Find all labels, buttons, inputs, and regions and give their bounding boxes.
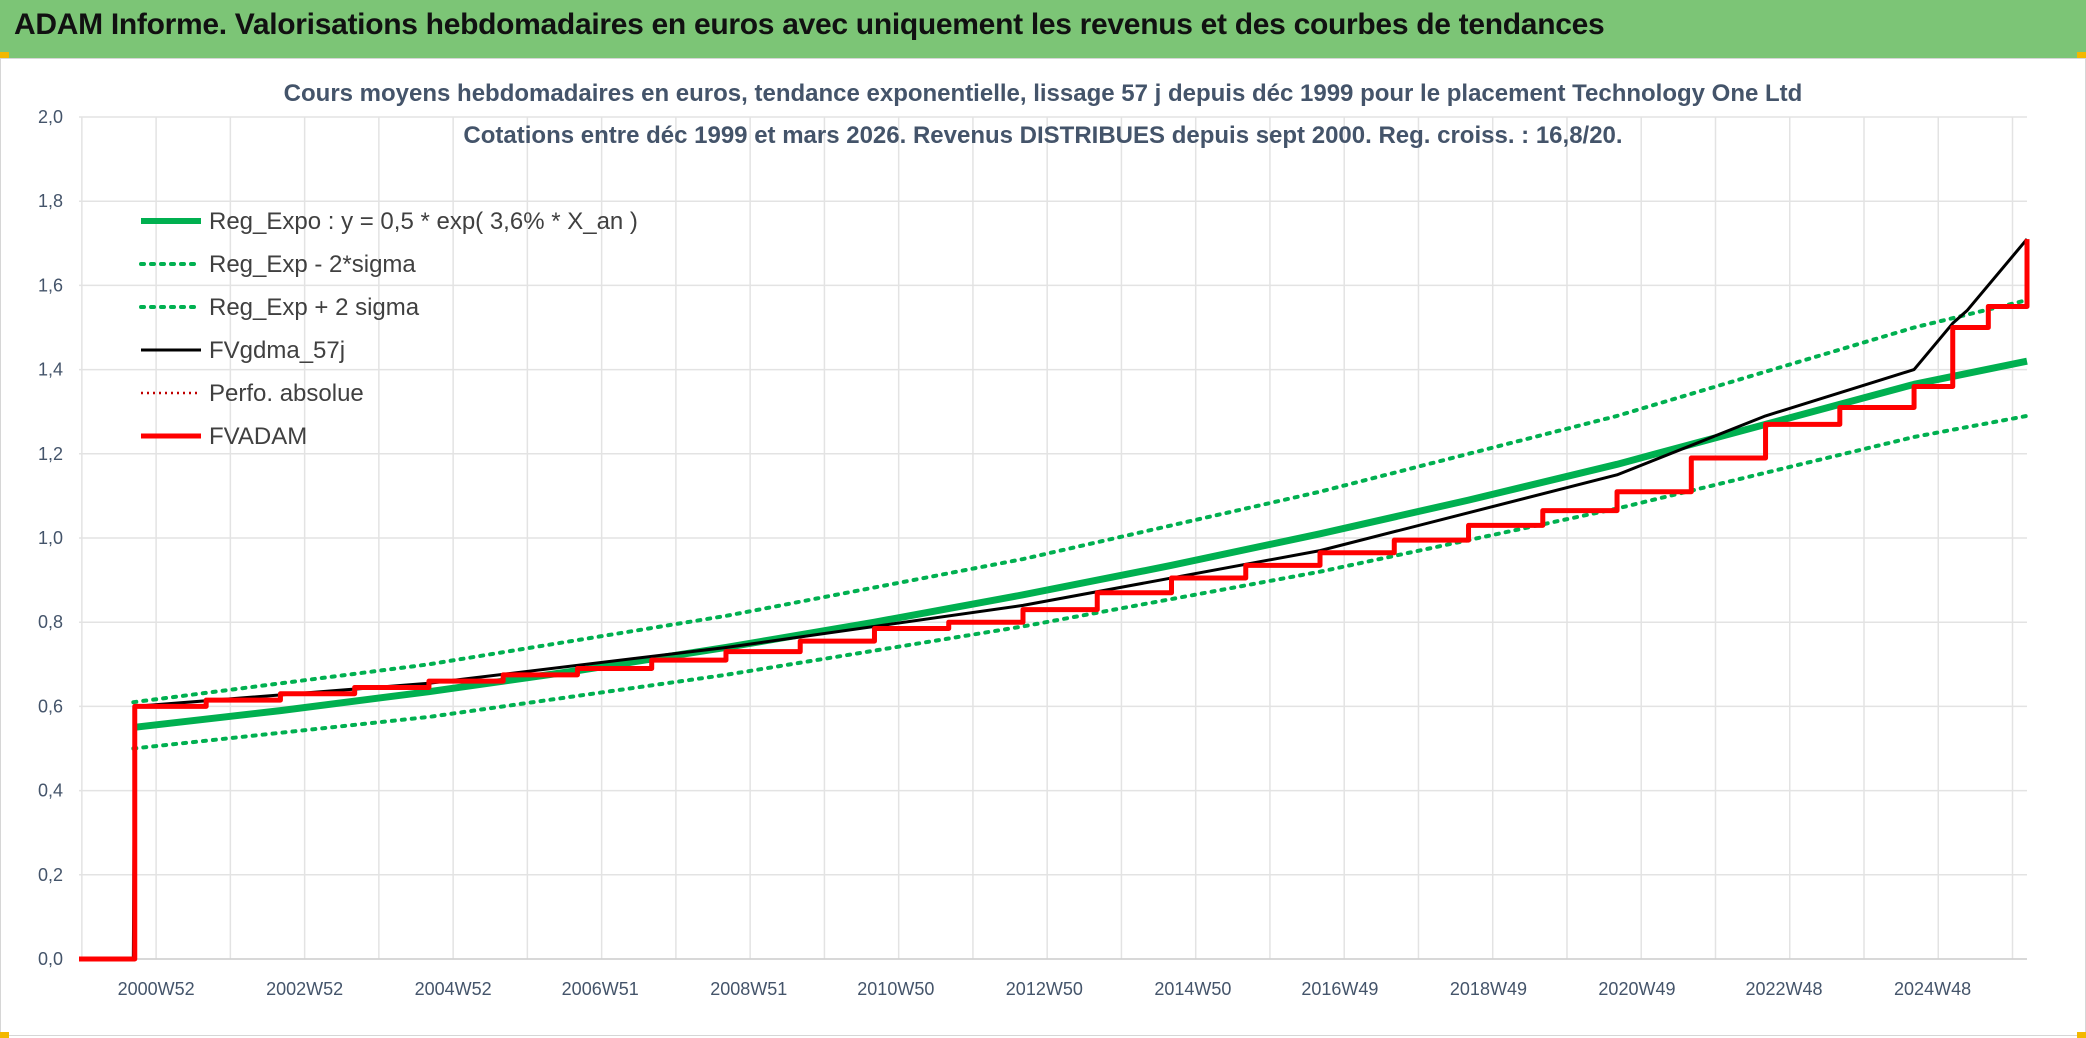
corner-accent-bottom-left <box>0 1032 9 1038</box>
y-tick-label: 1,2 <box>38 444 63 464</box>
series-line-2 <box>131 413 2029 751</box>
x-tick-label: 2006W51 <box>562 979 639 999</box>
x-tick-label: 2024W48 <box>1894 979 1971 999</box>
legend-label: Reg_Expo : y = 0,5 * exp( 3,6% * X_an ) <box>209 208 638 235</box>
x-tick-label: 2010W50 <box>857 979 934 999</box>
legend-label: FVADAM <box>209 423 307 450</box>
corner-accent-top-left <box>0 52 9 58</box>
series-line-3 <box>131 298 2029 705</box>
x-tick-label: 2004W52 <box>415 979 492 999</box>
x-tick-label: 2014W50 <box>1154 979 1231 999</box>
chart-title-line-1: Cours moyens hebdomadaires en euros, ten… <box>284 80 1803 107</box>
series-line-4 <box>79 238 2029 961</box>
y-tick-label: 1,0 <box>38 528 63 548</box>
x-tick-label: 2018W49 <box>1450 979 1527 999</box>
corner-accent-top-right <box>2077 52 2086 58</box>
chart-title-line-2: Cotations entre déc 1999 et mars 2026. R… <box>463 122 1622 149</box>
report-title: ADAM Informe. Valorisations hebdomadaire… <box>14 8 1605 41</box>
x-tick-label: 2002W52 <box>266 979 343 999</box>
y-tick-label: 1,8 <box>38 191 63 211</box>
y-tick-label: 1,6 <box>38 275 63 295</box>
chart-area: Cours moyens hebdomadaires en euros, ten… <box>0 58 2086 1036</box>
y-tick-label: 1,4 <box>38 360 63 380</box>
y-tick-label: 0,0 <box>38 949 63 969</box>
legend-label: FVgdma_57j <box>209 337 345 364</box>
x-tick-label: 2016W49 <box>1301 979 1378 999</box>
legend-label: Reg_Exp - 2*sigma <box>209 251 416 278</box>
legend-label: Perfo. absolue <box>209 380 364 407</box>
legend-label: Reg_Exp + 2 sigma <box>209 294 420 321</box>
line-chart: Cours moyens hebdomadaires en euros, ten… <box>38 80 2030 999</box>
x-tick-label: 2000W52 <box>118 979 195 999</box>
y-tick-label: 0,4 <box>38 781 63 801</box>
x-tick-label: 2020W49 <box>1598 979 1675 999</box>
y-tick-label: 0,8 <box>38 612 63 632</box>
y-tick-label: 0,6 <box>38 696 63 716</box>
corner-accent-bottom-right <box>2077 1032 2086 1038</box>
series-line-1 <box>132 357 2028 731</box>
series-line-6 <box>79 239 2030 962</box>
x-tick-label: 2012W50 <box>1006 979 1083 999</box>
report-banner: ADAM Informe. Valorisations hebdomadaire… <box>0 0 2086 58</box>
x-tick-label: 2008W51 <box>710 979 787 999</box>
y-tick-label: 0,2 <box>38 865 63 885</box>
x-tick-label: 2022W48 <box>1746 979 1823 999</box>
y-tick-label: 2,0 <box>38 107 63 127</box>
